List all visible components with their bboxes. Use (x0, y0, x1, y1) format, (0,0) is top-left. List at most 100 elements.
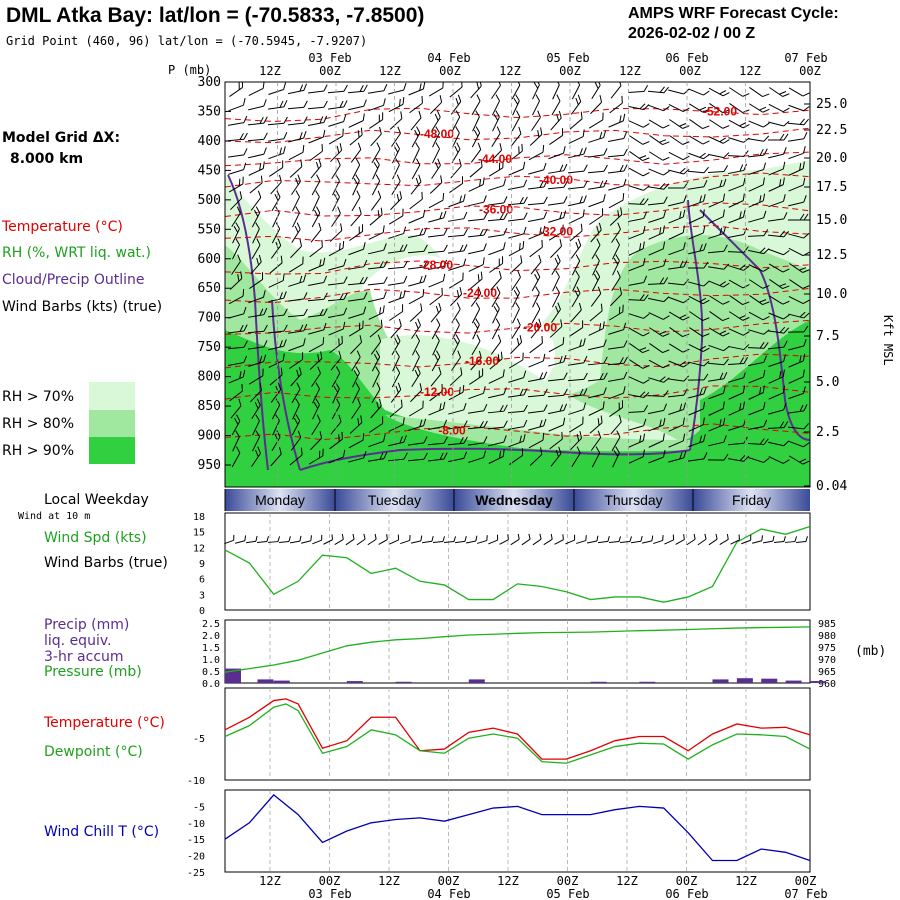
wind-barb-flag (555, 449, 559, 458)
wind-barb (728, 455, 750, 462)
wind-barb-flag (722, 209, 725, 217)
wind-barb-flag (303, 308, 308, 316)
wind-barb (668, 225, 685, 240)
wind-barb-flag (783, 421, 789, 428)
surface-wind-staff (586, 540, 598, 544)
precip-bar (736, 678, 753, 683)
wind-barb-staff (588, 200, 604, 208)
surface-wind-barb (653, 535, 664, 545)
wind-barb-staff (548, 202, 564, 206)
pressure-tick-label: 900 (198, 429, 221, 444)
wind-barb (552, 82, 560, 100)
wind-barb-staff (351, 196, 361, 212)
wind-barb-staff (227, 330, 245, 334)
temperature-line (224, 698, 811, 760)
wind-barb (232, 238, 240, 260)
wind-barb-flag (394, 337, 399, 345)
wind-barb (370, 334, 382, 355)
wind-barb (467, 212, 488, 222)
surface-wind-barb (312, 534, 323, 545)
wind-barb-staff (668, 311, 684, 321)
surface-wind-staff (256, 540, 268, 544)
wind-barb (287, 308, 308, 318)
wind-barb-staff (588, 328, 604, 336)
wind-barb (409, 191, 423, 210)
wind-barb (490, 334, 502, 355)
wind-barb-staff (391, 148, 401, 164)
temperature-contour-label: -36.00 (479, 202, 513, 216)
wind-barb-staff (729, 87, 743, 97)
wind-barb-flag (419, 275, 423, 284)
wind-barb-flag (702, 347, 710, 353)
wind-speed-label: Wind Spd (kts) (44, 530, 147, 546)
wind-barb (308, 257, 326, 272)
wind-barb-staff (530, 325, 542, 339)
wind-barb-staff (412, 340, 420, 356)
wind-barb-staff (408, 281, 424, 287)
wind-barb-flag (782, 177, 785, 185)
wind-barb-flag (403, 226, 407, 234)
wind-barb-flag (763, 229, 769, 236)
surface-wind-staff (400, 539, 410, 545)
wind-barb (648, 151, 670, 161)
wind-barb-staff (311, 212, 321, 228)
wind-barb-flag (623, 131, 628, 139)
surface-wind-staff (708, 538, 718, 546)
precip-bar (712, 679, 729, 683)
wind-barb-staff (707, 171, 725, 173)
wind-barb-staff (328, 106, 344, 110)
wind-barb-staff (569, 230, 583, 242)
tick-label: 970 (818, 655, 836, 666)
top-date-label: 07 Feb (784, 51, 827, 65)
wind-barb-staff (788, 295, 804, 305)
wind-barb-flag (336, 145, 340, 154)
wind-barb-staff (289, 454, 303, 466)
wind-barb-flag (275, 414, 280, 422)
wind-barb (287, 100, 308, 110)
wind-barb-flag (799, 311, 806, 318)
wind-barb-flag (379, 452, 384, 460)
wind-barb-flag (523, 419, 528, 427)
wind-barb (551, 94, 561, 116)
wind-barb (232, 222, 240, 244)
wind-barb-flag (799, 163, 802, 171)
wind-barb-flag (603, 148, 608, 156)
wind-barb-flag (375, 174, 381, 182)
wind-barb (489, 256, 504, 273)
wind-barb (609, 95, 623, 114)
wind-barb-flag (603, 194, 606, 202)
wind-barb-flag (619, 164, 624, 172)
wind-barb-staff (390, 389, 402, 403)
wind-barb (728, 344, 750, 351)
pressure-tick-label: 650 (198, 281, 221, 296)
wind-barb-flag (722, 300, 730, 305)
wind-barb (708, 87, 730, 97)
wind-barb-staff (251, 404, 261, 420)
wind-barb-flag (415, 321, 419, 329)
wind-barb (469, 159, 483, 178)
wind-barb (432, 126, 440, 148)
wind-barb-staff (728, 184, 744, 192)
temperature-contour (225, 423, 810, 441)
wind-barb-staff (588, 119, 604, 129)
wind-barb-staff (230, 405, 242, 419)
wind-barb-flag (618, 402, 620, 410)
wind-barb-flag (457, 94, 462, 102)
wind-barb-staff (587, 362, 605, 366)
wind-barb (428, 273, 446, 288)
wind-barb (409, 303, 423, 322)
wind-barb-staff (407, 250, 425, 254)
wind-barb-flag (783, 194, 786, 202)
wind-barb-flag (559, 239, 563, 247)
wind-barb-flag (316, 174, 321, 182)
surface-wind-staff (741, 539, 751, 545)
wind-barb-staff (368, 312, 384, 320)
surface-wind-staff (477, 540, 487, 544)
wind-barb-flag (323, 308, 328, 316)
wind-barb-flag (234, 417, 239, 425)
wind-barb-staff (367, 266, 385, 270)
wind-barb-flag (455, 318, 460, 326)
wind-barb (410, 110, 422, 131)
wind-barb-staff (768, 361, 784, 367)
wind-barb (427, 452, 448, 462)
